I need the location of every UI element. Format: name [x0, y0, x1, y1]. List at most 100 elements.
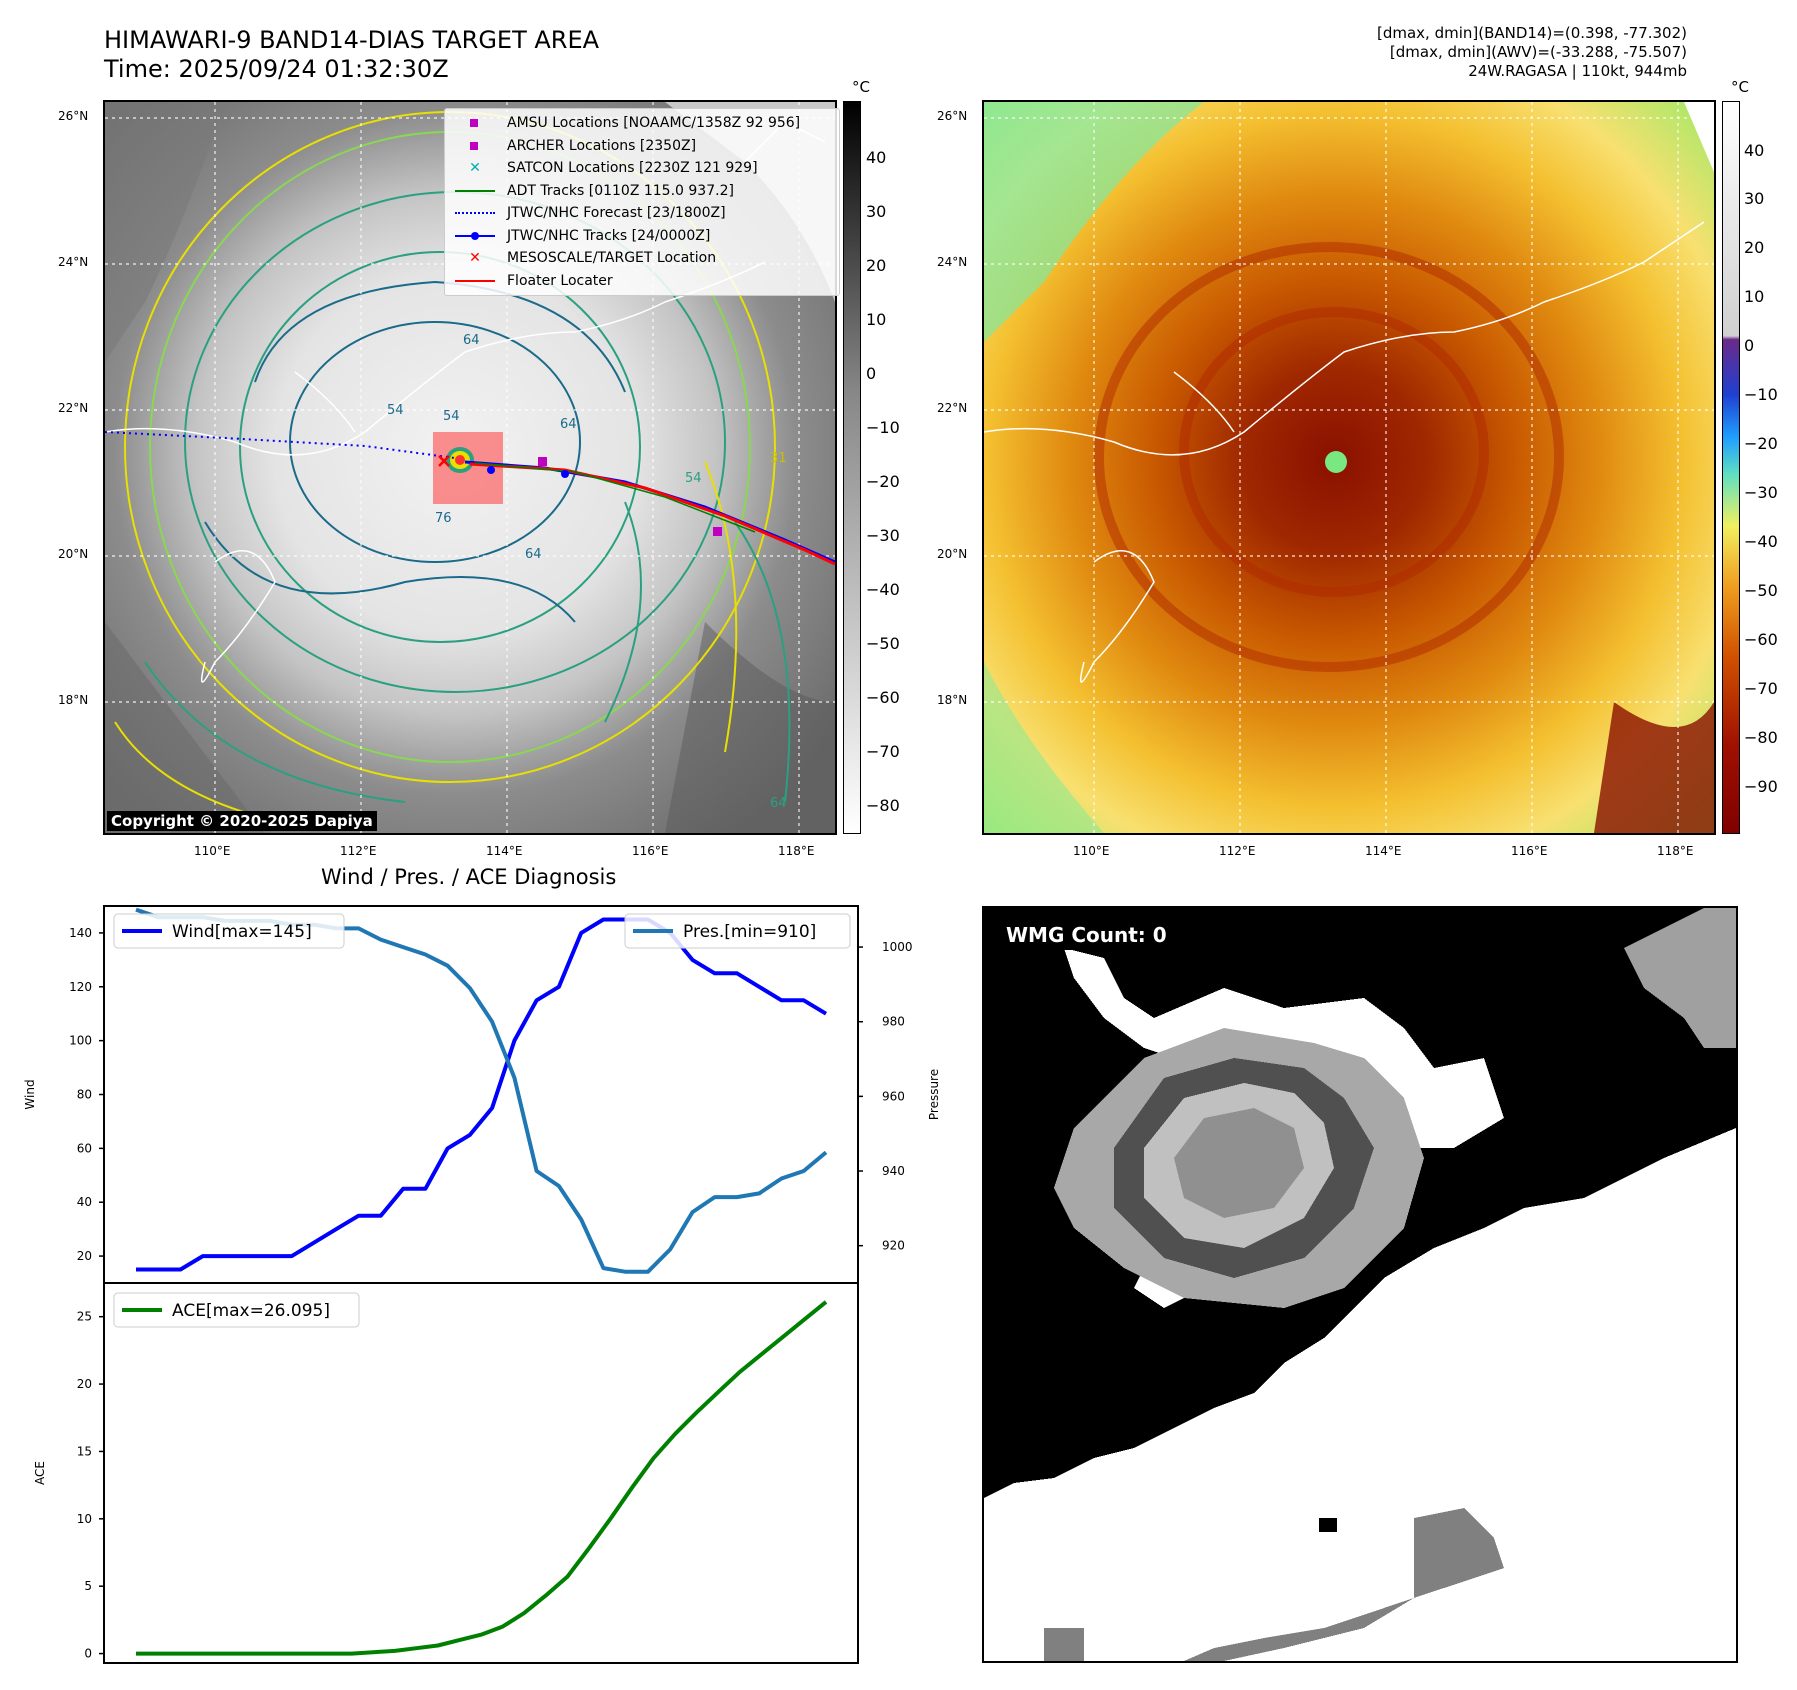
figure-time: Time: 2025/09/24 01:32:30Z	[104, 55, 449, 83]
wind-tick-label: 80	[77, 1088, 92, 1102]
cbar-tick: 30	[1744, 189, 1765, 208]
archer-marker	[713, 527, 722, 536]
lon-tick: 118°E	[1657, 844, 1694, 858]
diagnosis-chart: 20 40 60 80 100 120 140 920 940 960 980 1000 0 5 10 15 2…	[23, 905, 941, 1664]
ace-tick-label: 25	[77, 1310, 92, 1324]
cbar-tick: 20	[866, 256, 887, 275]
cbar-tick: 10	[1744, 287, 1765, 306]
contour-label: 54	[387, 403, 404, 418]
dot-line-icon	[453, 228, 497, 244]
cbar-tick: −80	[866, 796, 900, 815]
square-marker-icon	[453, 138, 497, 154]
lon-tick: 114°E	[486, 844, 523, 858]
wmg-image	[984, 908, 1736, 1661]
ace-series-line	[136, 1300, 828, 1656]
lat-tick: 24°N	[937, 255, 968, 269]
cbar-tick: −70	[1744, 679, 1778, 698]
ace-legend-label: ACE[max=26.095]	[172, 1301, 330, 1321]
contour-label: 64	[525, 547, 542, 562]
pressure-tick-label: 920	[882, 1239, 905, 1253]
wind-tick-label: 40	[77, 1195, 92, 1209]
legend-item: ADT Tracks [0110Z 115.0 937.2]	[453, 180, 831, 203]
pressure-tick-label: 960	[882, 1089, 905, 1103]
line-marker-icon	[453, 273, 497, 289]
ace-tick-label: 5	[84, 1579, 92, 1593]
band14-range: [dmax, dmin](BAND14)=(0.398, -77.302)	[1376, 24, 1687, 42]
adt-track	[474, 462, 756, 533]
legend-item: JTWC/NHC Forecast [23/1800Z]	[453, 202, 831, 225]
contour-label: 76	[435, 511, 452, 526]
lon-tick: 116°E	[632, 844, 669, 858]
wind-tick-label: 100	[69, 1034, 92, 1048]
cbar-tick: 30	[866, 202, 887, 221]
lon-tick: 116°E	[1511, 844, 1548, 858]
amsu-marker	[538, 457, 547, 466]
figure-title: HIMAWARI-9 BAND14-DIAS TARGET AREA	[104, 26, 600, 54]
cbar-tick: −70	[866, 742, 900, 761]
contour-label: 54	[685, 471, 702, 486]
diagnosis-title: Wind / Pres. / ACE Diagnosis	[321, 865, 617, 889]
storm-info: 24W.RAGASA | 110kt, 944mb	[1468, 62, 1687, 80]
ace-tick-label: 0	[84, 1647, 92, 1661]
wind-tick-label: 120	[69, 980, 92, 994]
lat-tick: 24°N	[58, 255, 89, 269]
pressure-legend-box	[624, 913, 851, 949]
wind-pressure-axes	[103, 905, 859, 1284]
ace-axes	[103, 1282, 859, 1664]
cbar-tick: −20	[866, 472, 900, 491]
legend-item: Floater Locater	[453, 270, 831, 293]
pressure-tick-label: 1000	[882, 940, 913, 954]
cbar-tick: −40	[1744, 532, 1778, 551]
wind-axis-label: Wind	[23, 1079, 37, 1109]
contour-label: 64	[560, 417, 577, 432]
legend-item: JTWC/NHC Tracks [24/0000Z]	[453, 225, 831, 248]
wind-legend-label: Wind[max=145]	[172, 922, 312, 942]
grayscale-colorbar	[843, 101, 861, 834]
legend-item: ✕ MESOSCALE/TARGET Location	[453, 247, 831, 270]
forecast-track	[105, 431, 456, 459]
target-x-marker	[438, 455, 450, 467]
x-marker-icon: ✕	[469, 160, 481, 177]
cbar-tick: 40	[866, 148, 887, 167]
cbar-tick: 40	[1744, 141, 1765, 160]
cbar-tick: 0	[1744, 336, 1755, 355]
cbar-tick: −10	[866, 418, 900, 437]
cbar-tick: −80	[1744, 728, 1778, 747]
lat-tick: 22°N	[937, 401, 968, 415]
cbar-tick: 10	[866, 310, 887, 329]
color-colorbar	[1722, 101, 1740, 834]
lon-tick: 112°E	[1219, 844, 1256, 858]
awv-range: [dmax, dmin](AWV)=(-33.288, -75.507)	[1389, 43, 1687, 61]
ace-axis-label: ACE	[33, 1461, 47, 1485]
copyright-label: Copyright © 2020-2025 Dapiya	[107, 811, 377, 831]
cbar-tick: −10	[1744, 385, 1778, 404]
contour-label: 64	[770, 796, 787, 811]
legend-item: ARCHER Locations [2350Z]	[453, 135, 831, 158]
cbar-tick: −20	[1744, 434, 1778, 453]
pressure-axis-label: Pressure	[927, 1069, 941, 1120]
storm-eye	[1325, 451, 1347, 473]
ace-tick-label: 10	[77, 1512, 92, 1526]
lat-tick: 22°N	[58, 401, 89, 415]
pressure-series-line	[135, 907, 828, 1274]
color-ir-map-panel	[982, 100, 1716, 835]
pressure-tick-label: 980	[882, 1015, 905, 1029]
cbar-tick: −30	[866, 526, 900, 545]
map-legend: AMSU Locations [NOAAMC/1358Z 92 956] ARC…	[444, 108, 840, 296]
legend-item: ✕ SATCON Locations [2230Z 121 929]	[453, 157, 831, 180]
line-marker-icon	[453, 183, 497, 199]
wmg-count-label: WMG Count: 0	[998, 920, 1175, 950]
cbar-tick: −90	[1744, 777, 1778, 796]
pressure-legend-label: Pres.[min=910]	[683, 922, 816, 942]
contour-label: 64	[463, 333, 480, 348]
color-ir-map-image	[984, 102, 1714, 833]
legend-item: AMSU Locations [NOAAMC/1358Z 92 956]	[453, 112, 831, 135]
cbar-tick: −30	[1744, 483, 1778, 502]
dotted-line-icon	[453, 205, 497, 221]
cbar-tick: −60	[1744, 630, 1778, 649]
wind-tick-label: 60	[77, 1141, 92, 1155]
lat-tick: 26°N	[58, 109, 89, 123]
cbar-tick: 20	[1744, 238, 1765, 257]
colorbar-unit: °C	[852, 78, 870, 96]
wind-tick-label: 140	[69, 926, 92, 940]
